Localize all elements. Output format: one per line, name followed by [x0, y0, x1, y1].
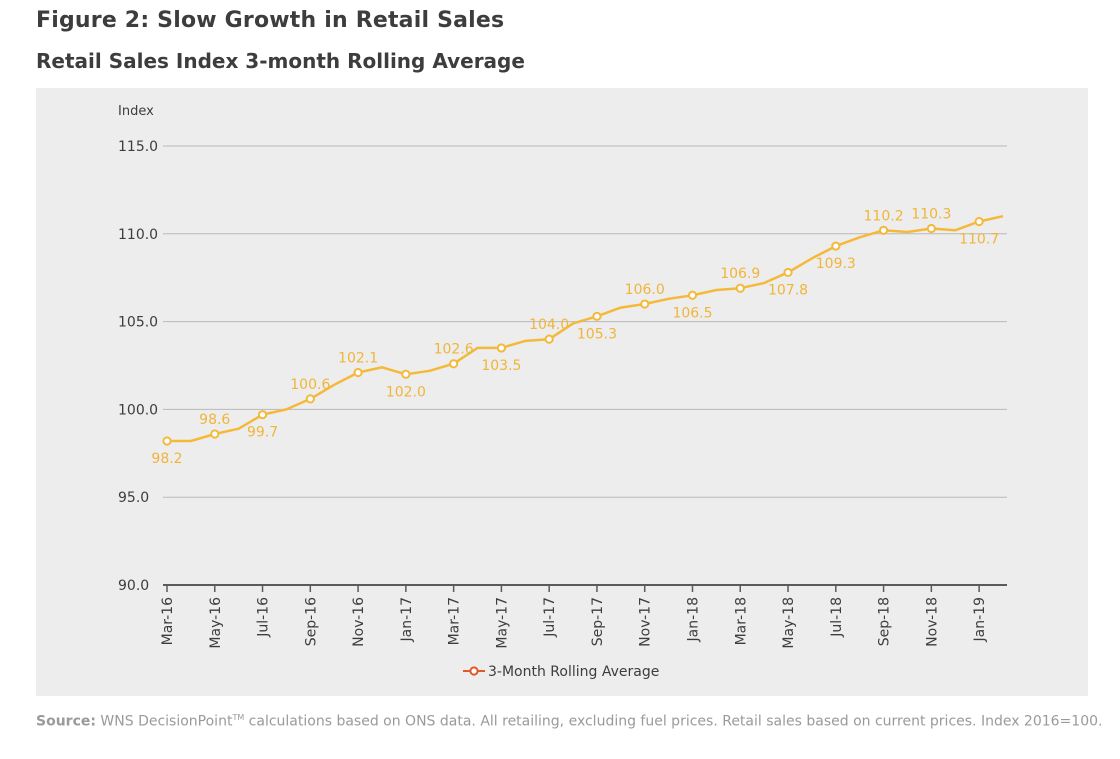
source-text: calculations based on ONS data. All reta… — [244, 713, 1103, 730]
figure-subtitle: Retail Sales Index 3-month Rolling Avera… — [36, 49, 525, 73]
source-label: Source: — [36, 713, 96, 730]
x-tick-label: Jul-17 — [542, 597, 558, 638]
chart-panel: Index 90.0 95.0 100.0 105.0 110.0 115.0 Mar-16 M… — [36, 88, 1088, 696]
x-tick-label: Nov-17 — [638, 597, 654, 647]
data-label: 100.6 — [290, 377, 330, 393]
trademark-mark: TM — [232, 713, 245, 722]
data-label: 106.5 — [672, 305, 712, 321]
data-point-marker — [257, 410, 268, 420]
y-tick-label: 95.0 — [118, 490, 149, 506]
x-tick-label: Nov-18 — [924, 597, 940, 647]
y-tick-label: 105.0 — [118, 315, 158, 331]
data-label: 107.8 — [768, 282, 808, 298]
data-label: 103.5 — [481, 358, 521, 374]
y-tick-label: 115.0 — [118, 139, 158, 155]
data-point-marker — [496, 343, 506, 353]
x-tick-label: Jan-18 — [685, 597, 701, 642]
x-tick-label: Nov-16 — [351, 597, 367, 647]
data-point-marker — [926, 223, 936, 234]
data-label: 106.0 — [625, 282, 665, 298]
x-tick-label: Sep-16 — [303, 597, 319, 646]
line-chart: Index 90.0 95.0 100.0 105.0 110.0 115.0 Mar-16 M… — [118, 104, 1007, 680]
data-point-marker — [878, 225, 889, 235]
x-tick-label: May-18 — [781, 597, 797, 649]
x-tick-label: Sep-18 — [877, 597, 893, 646]
x-tick-label: Jan-17 — [399, 597, 415, 642]
x-tick-label: Sep-17 — [590, 597, 606, 646]
source-brand: WNS DecisionPoint — [100, 713, 233, 730]
y-axis-title: Index — [118, 104, 154, 119]
source-note: Source: WNS DecisionPointTM calculations… — [36, 713, 1102, 730]
data-point-marker — [449, 359, 459, 369]
y-tick-label: 100.0 — [118, 402, 158, 418]
x-tick-label: Mar-17 — [447, 597, 463, 645]
data-label: 109.3 — [816, 256, 856, 272]
x-tick-label: May-16 — [208, 597, 224, 649]
data-label: 98.6 — [199, 412, 230, 428]
data-point-marker — [210, 429, 220, 439]
data-point-marker — [831, 241, 841, 251]
data-point-marker — [305, 394, 315, 404]
data-point-marker — [401, 369, 411, 379]
data-point-marker — [544, 334, 554, 344]
data-label: 99.7 — [247, 425, 278, 441]
data-point-marker — [687, 290, 698, 300]
data-point-marker — [640, 299, 650, 309]
legend-label: 3-Month Rolling Average — [488, 664, 659, 680]
data-label: 102.6 — [434, 342, 474, 358]
data-point-marker — [162, 436, 172, 446]
data-label: 110.7 — [959, 232, 999, 248]
x-tick-label: May-17 — [494, 597, 510, 649]
x-tick-label: Jul-18 — [829, 597, 845, 638]
x-tick-label: Mar-18 — [733, 597, 749, 645]
data-label: 98.2 — [151, 451, 182, 467]
y-tick-label: 110.0 — [118, 227, 158, 243]
data-label: 104.0 — [529, 317, 569, 333]
data-label: 106.9 — [720, 266, 760, 282]
data-point-marker — [735, 283, 745, 293]
data-point-marker — [353, 367, 363, 378]
x-tick-label: Mar-16 — [160, 597, 176, 645]
x-tick-label: Jan-19 — [972, 597, 988, 642]
data-label: 105.3 — [577, 326, 617, 342]
legend-marker-icon — [469, 666, 479, 676]
data-point-marker — [783, 267, 793, 278]
figure-title: Figure 2: Slow Growth in Retail Sales — [36, 8, 505, 33]
data-label: 110.3 — [911, 207, 951, 223]
x-tick-label: Jul-16 — [256, 597, 272, 638]
data-label: 110.2 — [864, 208, 904, 224]
data-point-marker — [974, 216, 984, 227]
y-tick-label: 90.0 — [118, 578, 149, 594]
data-point-marker — [592, 311, 602, 321]
data-label: 102.0 — [386, 384, 426, 400]
data-label: 102.1 — [338, 351, 378, 367]
